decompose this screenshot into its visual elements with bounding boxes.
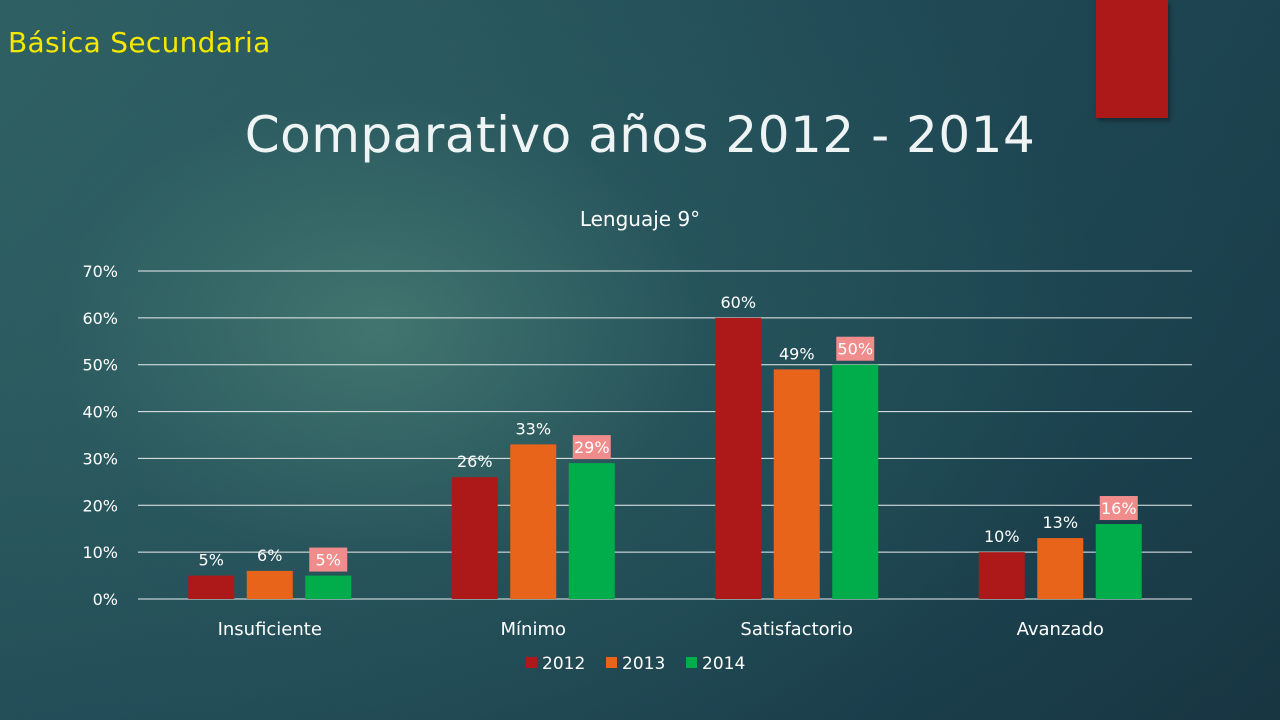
legend-swatch-2013 — [606, 657, 617, 668]
x-category-label: Satisfactorio — [740, 619, 853, 640]
bar-2013-Mínimo — [510, 444, 557, 599]
bar-2014-Satisfactorio — [832, 364, 879, 599]
x-axis: Insuficiente Mínimo Satisfactorio Avanzado — [218, 619, 1104, 640]
legend-label-2012: 2012 — [542, 654, 585, 674]
data-label-box — [572, 435, 611, 460]
x-category-label: Insuficiente — [218, 619, 322, 640]
data-label-2014: 16% — [1101, 499, 1137, 518]
bar-2012-Mínimo — [451, 477, 498, 599]
data-label-2014: 5% — [316, 551, 341, 570]
chart-title: Lenguaje 9° — [580, 207, 700, 231]
x-category-label: Avanzado — [1017, 619, 1104, 640]
bar-2012-Avanzado — [978, 552, 1025, 599]
data-label-2013: 49% — [779, 344, 815, 363]
data-label-2012: 60% — [720, 293, 756, 312]
y-tick-label: 40% — [82, 403, 118, 422]
data-label-2014: 29% — [574, 438, 610, 457]
x-category-label: Mínimo — [501, 619, 567, 640]
bar-2012-Satisfactorio — [715, 317, 762, 599]
gridlines — [138, 270, 1192, 600]
accent-tab — [1096, 0, 1168, 118]
data-label-2012: 10% — [984, 527, 1020, 546]
data-label-2013: 33% — [515, 419, 551, 438]
data-label-2013: 13% — [1042, 513, 1078, 532]
legend-swatch-2014 — [686, 657, 697, 668]
data-label-2014: 50% — [837, 340, 873, 359]
legend-swatch-2012 — [526, 657, 537, 668]
data-labels: 5% 6% 5% 26% 33% 29% 60% 49% 50% 10% 13% 16% — [199, 293, 1138, 572]
bar-2014-Insuficiente — [305, 575, 352, 599]
bars — [188, 317, 1142, 599]
y-tick-label: 0% — [93, 590, 118, 609]
y-tick-label: 20% — [82, 496, 118, 515]
legend-label-2014: 2014 — [702, 654, 745, 674]
bar-2013-Avanzado — [1037, 538, 1084, 599]
y-tick-label: 30% — [82, 449, 118, 468]
bar-2014-Avanzado — [1095, 524, 1142, 599]
legend: 2012 2013 2014 — [526, 654, 745, 674]
bar-2013-Satisfactorio — [773, 369, 820, 599]
y-tick-label: 60% — [82, 309, 118, 328]
data-label-box — [309, 547, 348, 572]
data-label-2013: 6% — [257, 546, 282, 565]
y-tick-label: 70% — [82, 262, 118, 281]
data-label-box — [836, 336, 875, 361]
slide-title: Comparativo años 2012 - 2014 — [244, 106, 1036, 164]
bar-2012-Insuficiente — [188, 575, 235, 599]
y-axis: 0% 10% 20% 30% 40% 50% 60% 70% — [82, 262, 118, 609]
data-label-2012: 5% — [199, 551, 224, 570]
slide-subtitle: Básica Secundaria — [8, 26, 271, 59]
bar-2014-Mínimo — [568, 463, 615, 599]
data-label-box — [1099, 496, 1138, 521]
data-label-2012: 26% — [457, 452, 493, 471]
legend-label-2013: 2013 — [622, 654, 665, 674]
y-tick-label: 50% — [82, 356, 118, 375]
bar-2013-Insuficiente — [246, 570, 293, 599]
y-tick-label: 10% — [82, 543, 118, 562]
